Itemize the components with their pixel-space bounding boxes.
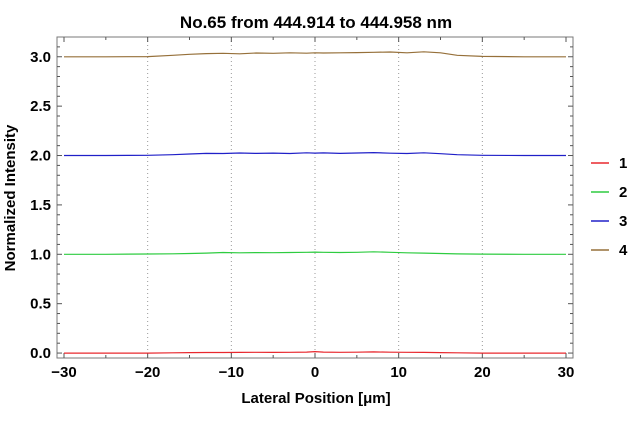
legend-label-2: 2 <box>619 184 627 201</box>
y-tick-label: 2.5 <box>30 98 51 115</box>
x-tick-label: −10 <box>219 364 244 381</box>
y-tick-label: 0.0 <box>30 345 51 362</box>
x-tick-label: 10 <box>390 364 407 381</box>
x-tick-label: 30 <box>558 364 575 381</box>
y-tick-label: 0.5 <box>30 296 51 313</box>
axis-ticks: −30 −20 −10 0 10 20 30 0.0 0.5 1.0 1.5 2.0 2.5 3.0 <box>30 37 574 381</box>
y-tick-label: 1.5 <box>30 197 51 214</box>
legend-label-4: 4 <box>619 242 628 259</box>
y-tick-label: 3.0 <box>30 49 51 66</box>
series-line-2 <box>64 251 566 255</box>
series-line-1 <box>64 350 566 354</box>
series-line-4 <box>64 51 566 58</box>
legend: 1 2 3 4 <box>591 155 628 259</box>
chart-title: No.65 from 444.914 to 444.958 nm <box>180 13 452 32</box>
y-axis-label: Normalized Intensity <box>2 124 19 271</box>
y-tick-label: 1.0 <box>30 246 51 263</box>
series-lines <box>64 51 566 354</box>
x-tick-label: −20 <box>135 364 160 381</box>
x-tick-label: −30 <box>51 364 76 381</box>
y-tick-label: 2.0 <box>30 148 51 165</box>
legend-label-1: 1 <box>619 155 627 172</box>
series-line-3 <box>64 151 566 157</box>
x-tick-label: 20 <box>474 364 491 381</box>
x-tick-label: 0 <box>311 364 319 381</box>
legend-label-3: 3 <box>619 213 627 230</box>
grid-lines <box>147 37 483 358</box>
x-axis-label: Lateral Position [μm] <box>241 390 390 407</box>
